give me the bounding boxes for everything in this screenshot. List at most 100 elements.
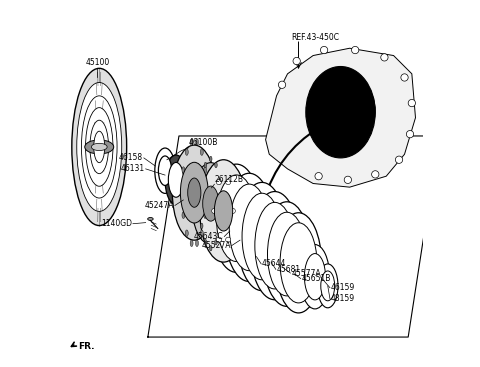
Ellipse shape	[185, 149, 188, 155]
Ellipse shape	[165, 155, 187, 205]
Ellipse shape	[229, 184, 269, 270]
Ellipse shape	[267, 212, 306, 296]
Text: 45644: 45644	[262, 259, 286, 268]
Ellipse shape	[172, 145, 216, 240]
Ellipse shape	[182, 212, 185, 218]
Ellipse shape	[218, 179, 221, 184]
Circle shape	[408, 99, 416, 107]
Ellipse shape	[216, 175, 256, 262]
Ellipse shape	[215, 162, 217, 168]
Circle shape	[226, 179, 231, 185]
Text: REF.43-450C: REF.43-450C	[291, 33, 339, 42]
Text: 45100: 45100	[85, 58, 109, 66]
Circle shape	[321, 46, 328, 54]
Text: 26112B: 26112B	[215, 174, 243, 184]
Ellipse shape	[85, 140, 114, 154]
Circle shape	[216, 237, 221, 242]
Ellipse shape	[204, 240, 207, 245]
Ellipse shape	[209, 246, 212, 251]
Text: 45527A: 45527A	[201, 241, 231, 250]
Ellipse shape	[94, 131, 105, 163]
Text: 1140GD: 1140GD	[101, 219, 132, 228]
Ellipse shape	[200, 160, 247, 262]
Ellipse shape	[201, 179, 203, 184]
Text: 45247A: 45247A	[144, 201, 174, 210]
Circle shape	[344, 176, 351, 184]
Ellipse shape	[82, 96, 117, 198]
Ellipse shape	[317, 264, 338, 308]
Ellipse shape	[201, 223, 203, 229]
Ellipse shape	[304, 254, 325, 300]
Circle shape	[315, 172, 322, 180]
Text: 45577A: 45577A	[291, 269, 321, 277]
Ellipse shape	[224, 173, 274, 281]
Circle shape	[396, 156, 403, 163]
Circle shape	[293, 57, 300, 65]
Text: 48159: 48159	[331, 294, 355, 303]
Ellipse shape	[263, 202, 311, 306]
Text: FR.: FR.	[78, 342, 95, 351]
Ellipse shape	[188, 178, 201, 207]
Ellipse shape	[204, 162, 207, 168]
Ellipse shape	[72, 68, 127, 226]
Ellipse shape	[200, 230, 204, 236]
Ellipse shape	[237, 182, 287, 291]
Ellipse shape	[218, 223, 221, 229]
Ellipse shape	[199, 201, 202, 206]
Circle shape	[212, 208, 217, 214]
Ellipse shape	[190, 240, 193, 247]
Circle shape	[372, 171, 379, 178]
Circle shape	[381, 54, 388, 61]
Ellipse shape	[215, 191, 233, 231]
Circle shape	[216, 179, 221, 185]
Polygon shape	[265, 48, 416, 187]
Text: 46100B: 46100B	[189, 138, 218, 147]
Text: 46131: 46131	[121, 164, 145, 173]
Ellipse shape	[300, 244, 330, 309]
Circle shape	[351, 46, 359, 54]
Ellipse shape	[192, 163, 230, 244]
Ellipse shape	[195, 139, 198, 145]
Ellipse shape	[204, 167, 206, 173]
Ellipse shape	[212, 164, 261, 272]
Ellipse shape	[255, 202, 295, 289]
Ellipse shape	[190, 139, 193, 145]
Ellipse shape	[215, 240, 217, 245]
Text: 45651B: 45651B	[301, 274, 331, 283]
Ellipse shape	[168, 163, 184, 197]
Text: 45643C: 45643C	[194, 232, 224, 241]
Ellipse shape	[276, 213, 322, 313]
Ellipse shape	[220, 201, 222, 206]
Ellipse shape	[250, 192, 300, 300]
Ellipse shape	[85, 108, 113, 186]
Ellipse shape	[90, 120, 108, 174]
Circle shape	[226, 237, 231, 242]
Ellipse shape	[148, 218, 153, 221]
Ellipse shape	[280, 223, 317, 303]
Ellipse shape	[205, 189, 208, 196]
Ellipse shape	[209, 156, 212, 162]
Ellipse shape	[195, 240, 198, 247]
Ellipse shape	[185, 230, 188, 236]
Ellipse shape	[180, 162, 208, 223]
Text: 46158: 46158	[119, 153, 143, 163]
Ellipse shape	[306, 66, 375, 158]
Circle shape	[401, 74, 408, 81]
Text: 46159: 46159	[331, 283, 355, 292]
Ellipse shape	[321, 271, 335, 301]
Ellipse shape	[204, 212, 206, 218]
Ellipse shape	[200, 149, 204, 155]
Circle shape	[278, 81, 286, 88]
Ellipse shape	[324, 77, 375, 143]
Ellipse shape	[181, 189, 184, 196]
Ellipse shape	[91, 143, 107, 150]
Ellipse shape	[155, 148, 175, 193]
Circle shape	[407, 131, 414, 138]
Ellipse shape	[182, 167, 185, 173]
Text: 45681: 45681	[276, 265, 300, 274]
Ellipse shape	[242, 193, 282, 280]
Ellipse shape	[77, 83, 122, 211]
Circle shape	[230, 208, 235, 214]
Ellipse shape	[203, 186, 219, 221]
Ellipse shape	[158, 156, 172, 185]
